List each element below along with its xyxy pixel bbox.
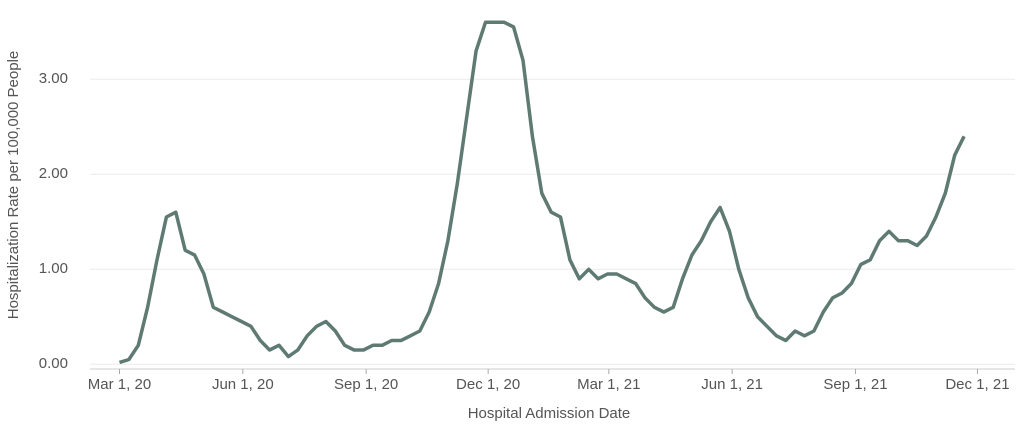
y-tick-label: 0.00 bbox=[39, 355, 68, 372]
x-tick-label: Jun 1, 21 bbox=[701, 376, 763, 393]
y-tick-label: 1.00 bbox=[39, 260, 68, 277]
y-tick-label: 2.00 bbox=[39, 165, 68, 182]
data-line bbox=[118, 20, 966, 365]
x-tick-label: Jun 1, 20 bbox=[212, 376, 274, 393]
x-axis-title: Hospital Admission Date bbox=[468, 405, 631, 422]
x-tick-label: Dec 1, 20 bbox=[456, 376, 520, 393]
x-tick-label: Sep 1, 21 bbox=[823, 376, 887, 393]
x-tick-label: Mar 1, 20 bbox=[88, 376, 151, 393]
x-tick-label: Dec 1, 21 bbox=[945, 376, 1009, 393]
y-axis-title: Hospitalization Rate per 100,000 People bbox=[5, 51, 22, 320]
x-tick-label: Mar 1, 21 bbox=[577, 376, 640, 393]
x-tick-label: Sep 1, 20 bbox=[334, 376, 398, 393]
y-tick-label: 3.00 bbox=[39, 70, 68, 87]
